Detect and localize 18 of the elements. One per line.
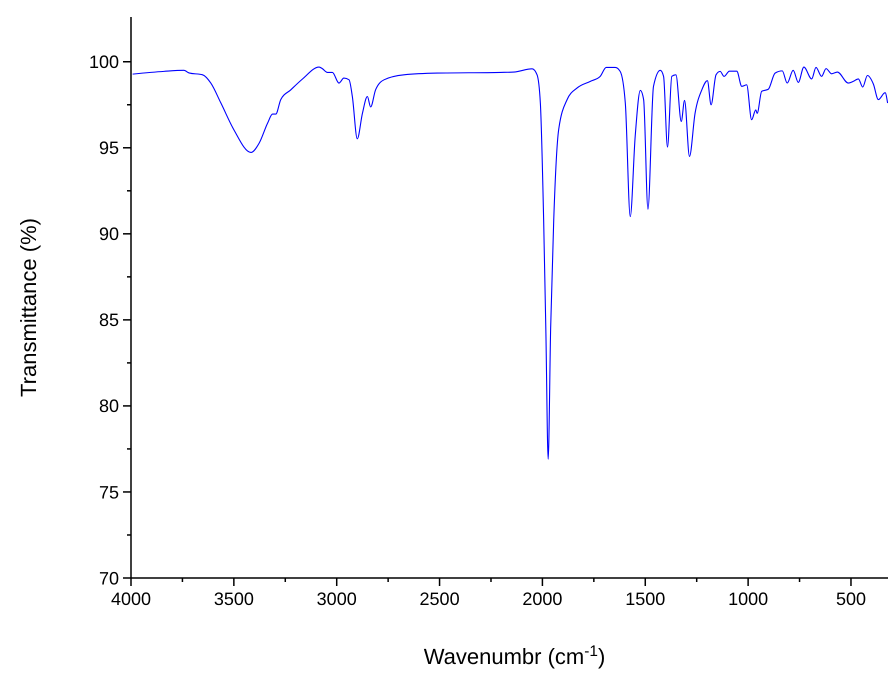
x-tick-label: 4000 bbox=[110, 589, 152, 609]
y-tick-label: 85 bbox=[98, 310, 119, 330]
x-tick-label: 3500 bbox=[214, 589, 254, 609]
line-series bbox=[132, 66, 888, 460]
x-tick-label: 3000 bbox=[316, 589, 357, 609]
y-tick-label: 90 bbox=[98, 224, 119, 244]
x-tick-label: 1500 bbox=[625, 589, 666, 609]
y-axis-title: Transmittance (%) bbox=[16, 218, 41, 397]
y-tick-label: 100 bbox=[88, 52, 119, 72]
x-tick-label: 1000 bbox=[728, 589, 768, 609]
y-tick-label: 75 bbox=[98, 482, 119, 502]
y-tick-label: 80 bbox=[98, 396, 119, 416]
x-tick-label: 2500 bbox=[420, 589, 460, 609]
y-tick-label: 70 bbox=[98, 568, 119, 588]
x-axis-title: Wavenumbr (cm$^{-1}$) bbox=[424, 642, 606, 669]
x-tick-label: 500 bbox=[836, 589, 866, 609]
x-tick-label: 2000 bbox=[522, 589, 562, 609]
y-tick-label: 95 bbox=[98, 138, 119, 158]
